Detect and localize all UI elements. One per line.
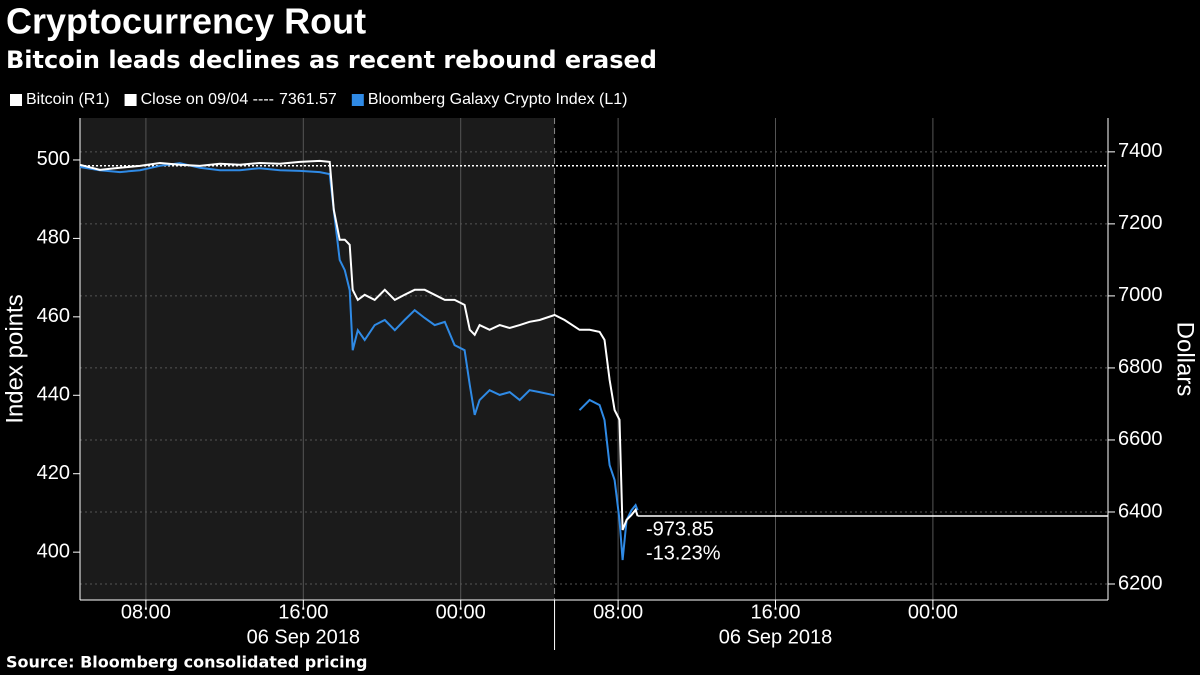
y2-axis-label: Dollars [1172, 322, 1199, 397]
y-tick-label: 480 [37, 227, 70, 249]
annotation: -13.23% [646, 542, 721, 564]
annotation: -973.85 [646, 518, 714, 540]
x-tick-label: 16:00 [750, 601, 800, 623]
shaded-region [80, 118, 555, 600]
source: Source: Bloomberg consolidated pricing [6, 653, 367, 672]
x-tick-label: 08:00 [593, 601, 643, 623]
chart-title: Cryptocurrency Rout [6, 1, 366, 42]
y2-tick-label: 6400 [1118, 500, 1163, 522]
y2-tick-label: 7200 [1118, 212, 1163, 234]
y-axis-label: Index points [1, 294, 28, 423]
x-tick-label: 16:00 [278, 601, 328, 623]
legend-label: Bloomberg Galaxy Crypto Index (L1) [368, 91, 628, 108]
x-group-label: 06 Sep 2018 [719, 626, 832, 648]
y-tick-label: 500 [37, 148, 70, 170]
legend-label: Bitcoin (R1) [26, 91, 110, 108]
legend-swatch [10, 94, 22, 106]
y2-tick-label: 6200 [1118, 572, 1163, 594]
y2-tick-label: 6800 [1118, 356, 1163, 378]
legend-label: 7361.57 [279, 91, 337, 108]
y2-tick-label: 6600 [1118, 428, 1163, 450]
x-group-label: 06 Sep 2018 [247, 626, 360, 648]
x-tick-label: 08:00 [121, 601, 171, 623]
y2-tick-label: 7400 [1118, 140, 1163, 162]
y-tick-label: 440 [37, 384, 70, 406]
legend-swatch [124, 94, 137, 106]
y2-tick-label: 7000 [1118, 284, 1163, 306]
y-tick-label: 420 [37, 462, 70, 484]
legend: Bitcoin (R1) Close on 09/04 ---- 7361.57 Bl… [10, 91, 627, 108]
legend-swatch [351, 94, 364, 106]
chart-subtitle: Bitcoin leads declines as recent rebound… [6, 46, 657, 74]
series-line [79, 162, 639, 561]
x-tick-label: 00:00 [436, 601, 486, 623]
series-line [79, 159, 639, 531]
x-tick-label: 00:00 [908, 601, 958, 623]
y-tick-label: 460 [37, 305, 70, 327]
legend-label: Close on 09/04 ---- [141, 91, 274, 108]
y-tick-label: 400 [37, 540, 70, 562]
